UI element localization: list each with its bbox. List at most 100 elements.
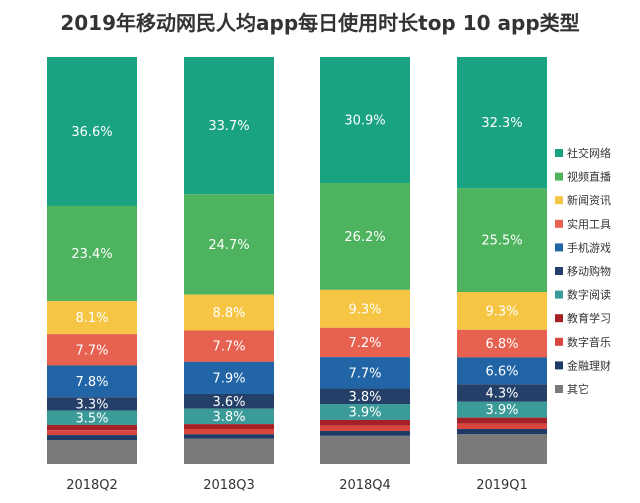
value-label: 3.9%	[348, 406, 381, 421]
bar-segment-2018Q4-9	[320, 430, 410, 436]
bar-segment-2018Q3-9	[184, 434, 274, 439]
bar-segment-2018Q4-8	[320, 425, 410, 431]
legend-swatch	[555, 290, 563, 299]
legend-item: 移动购物	[567, 264, 611, 278]
legend-swatch	[555, 361, 563, 370]
legend-swatch	[555, 196, 563, 205]
bar-segment-2018Q4-1	[320, 183, 410, 290]
value-label: 3.8%	[212, 410, 245, 425]
legend-item: 实用工具	[567, 217, 611, 231]
bar-segment-2018Q4-0	[320, 57, 410, 184]
value-label: 7.2%	[348, 336, 381, 351]
bar-segment-2018Q3-10	[184, 438, 274, 464]
value-label: 9.3%	[348, 302, 381, 317]
value-label: 3.3%	[75, 397, 108, 412]
bar-segment-2018Q2-0	[47, 57, 137, 206]
category-label: 2019Q1	[476, 478, 528, 493]
bar-segment-2019Q1-5	[457, 384, 547, 402]
value-label: 6.8%	[485, 337, 518, 352]
value-label: 26.2%	[344, 230, 385, 245]
bar-segment-2018Q4-5	[320, 388, 410, 405]
bar-segment-2018Q3-4	[184, 361, 274, 394]
value-label: 33.7%	[208, 119, 249, 134]
value-label: 3.9%	[485, 403, 518, 418]
bar-segment-2018Q3-2	[184, 294, 274, 331]
value-label: 4.3%	[485, 387, 518, 402]
bar-segment-2018Q2-4	[47, 365, 137, 398]
legend-swatch	[555, 149, 563, 157]
bar-segment-2019Q1-10	[457, 434, 547, 464]
bar-segment-2019Q1-6	[457, 401, 547, 418]
legend-swatch	[555, 243, 563, 252]
legend-item: 新闻资讯	[567, 193, 611, 207]
category-label: 2018Q4	[339, 478, 391, 493]
value-label: 7.7%	[348, 366, 381, 381]
legend-item: 视频直播	[567, 170, 611, 184]
bar-segment-2018Q2-9	[47, 435, 137, 440]
bar-segment-2019Q1-4	[457, 357, 547, 385]
value-label: 7.9%	[212, 371, 245, 386]
legend-swatch	[555, 314, 563, 323]
bar-segment-2018Q2-5	[47, 397, 137, 411]
category-label: 2018Q3	[203, 478, 255, 493]
bar-segment-2018Q2-6	[47, 410, 137, 425]
legend-item: 社交网络	[567, 146, 611, 160]
bars-group	[47, 57, 547, 464]
bar-segment-2018Q4-7	[320, 419, 410, 426]
category-labels-group: 2018Q2 2018Q3 2018Q4 2019Q1	[66, 478, 528, 493]
legend-item: 手机游戏	[567, 240, 611, 254]
value-label: 8.8%	[212, 306, 245, 321]
value-label: 7.7%	[75, 343, 108, 358]
value-label: 6.6%	[485, 364, 518, 379]
bar-segment-2018Q3-6	[184, 408, 274, 425]
legend-item: 其它	[567, 382, 589, 396]
bar-segment-2018Q4-2	[320, 289, 410, 328]
legend-swatch	[555, 172, 563, 181]
bar-segment-2019Q1-0	[457, 57, 547, 189]
bar-segment-2018Q4-4	[320, 357, 410, 389]
category-label: 2018Q2	[66, 478, 118, 493]
bar-segment-2019Q1-8	[457, 423, 547, 430]
bar-segment-2019Q1-3	[457, 329, 547, 358]
bar-segment-2018Q4-3	[320, 327, 410, 358]
bar-segment-2018Q4-10	[320, 435, 410, 464]
legend-item: 数字音乐	[567, 335, 611, 349]
bar-segment-2018Q2-2	[47, 301, 137, 335]
bar-segment-2018Q3-5	[184, 394, 274, 409]
value-label: 8.1%	[75, 311, 108, 326]
bar-segment-2018Q4-6	[320, 404, 410, 420]
bar-segment-2018Q2-10	[47, 439, 137, 464]
legend-swatch	[555, 385, 563, 393]
value-label: 36.6%	[71, 125, 112, 140]
legend-item: 金融理财	[567, 358, 611, 372]
bar-segment-2018Q3-7	[184, 424, 274, 430]
bar-segment-2018Q3-1	[184, 194, 274, 295]
bar-segment-2019Q1-1	[457, 188, 547, 293]
value-labels-group: 36.6% 23.4% 8.1% 7.7% 7.8% 3.3%3.5% 33.7% 24.7%…	[71, 114, 522, 427]
value-label: 32.3%	[481, 116, 522, 131]
value-label: 30.9%	[344, 114, 385, 129]
value-label: 25.5%	[481, 234, 522, 249]
bar-segment-2019Q1-9	[457, 429, 547, 435]
bar-segment-2018Q3-8	[184, 429, 274, 435]
bar-segment-2019Q1-7	[457, 417, 547, 424]
value-label: 9.3%	[485, 304, 518, 319]
bar-segment-2018Q3-0	[184, 57, 274, 195]
value-label: 7.8%	[75, 375, 108, 390]
value-label: 3.8%	[348, 390, 381, 405]
legend: 社交网络视频直播新闻资讯实用工具手机游戏移动购物数字阅读教育学习数字音乐金融理财…	[555, 146, 611, 396]
value-label: 3.6%	[212, 395, 245, 410]
bar-segment-2018Q3-3	[184, 330, 274, 362]
value-label: 23.4%	[71, 247, 112, 262]
legend-item: 教育学习	[567, 311, 611, 325]
legend-item: 数字阅读	[567, 288, 611, 302]
legend-swatch	[555, 337, 563, 346]
value-label: 7.7%	[212, 340, 245, 355]
value-label: 24.7%	[208, 238, 249, 253]
value-label: 3.5%	[75, 411, 108, 426]
bar-segment-2018Q2-3	[47, 334, 137, 366]
bar-segment-2018Q2-8	[47, 430, 137, 436]
bar-segment-2019Q1-2	[457, 292, 547, 330]
